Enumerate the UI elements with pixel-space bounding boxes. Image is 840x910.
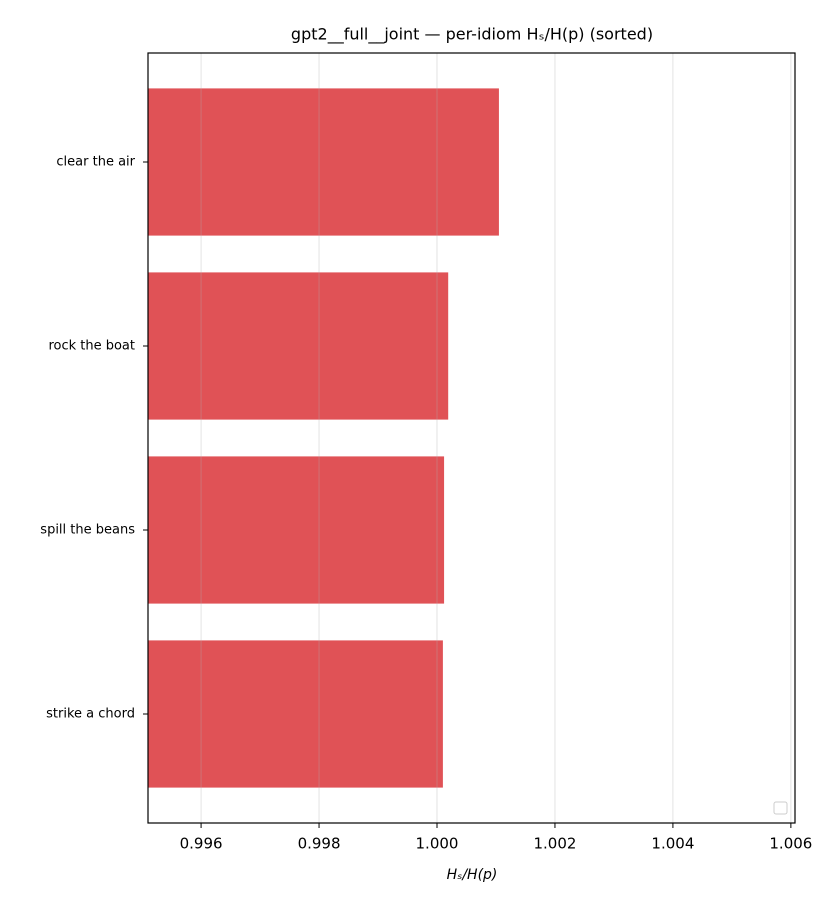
x-tick-label: 0.996 [180, 835, 223, 853]
bar [148, 88, 499, 236]
y-tick-label: spill the beans [40, 523, 135, 538]
y-tick-label: rock the boat [48, 339, 135, 354]
bar [148, 640, 443, 788]
bar [148, 272, 449, 420]
y-tick-label: clear the air [56, 155, 135, 170]
legend-box [773, 801, 788, 815]
bar [148, 456, 445, 604]
x-tick-label: 0.998 [298, 835, 341, 853]
chart-title: gpt2__full__joint — per-idiom Hₛ/H(p) (s… [291, 25, 653, 45]
x-tick-label: 1.002 [533, 835, 576, 853]
axes-frame [147, 52, 796, 824]
x-tick-label: 1.000 [416, 835, 459, 853]
y-tick-label: strike a chord [46, 707, 135, 722]
x-axis-label: Hₛ/H(p) [447, 867, 498, 883]
x-tick-label: 1.006 [769, 835, 812, 853]
x-tick-label: 1.004 [651, 835, 694, 853]
